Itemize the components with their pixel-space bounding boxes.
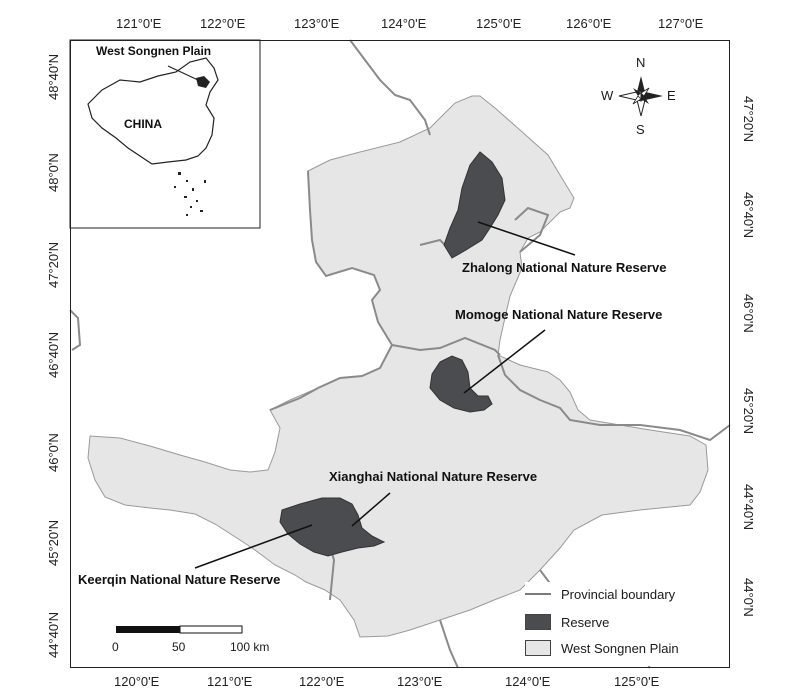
- right-tick: 46°0'N: [741, 294, 756, 333]
- scale-bar-white-segment: [179, 625, 243, 634]
- inset-study-area: [196, 76, 210, 88]
- top-tick: 124°0'E: [381, 16, 427, 31]
- bottom-tick: 125°0'E: [614, 674, 660, 689]
- top-tick: 126°0'E: [566, 16, 612, 31]
- bottom-tick: 120°0'E: [114, 674, 160, 689]
- right-tick: 44°0'N: [741, 578, 756, 617]
- compass-south-label: S: [636, 122, 645, 137]
- scale-label-0: 0: [112, 640, 119, 654]
- legend-item-plain: West Songnen Plain: [525, 638, 679, 658]
- map-frame: [70, 40, 730, 668]
- compass-west-label: W: [601, 88, 614, 103]
- reserve-swatch: [525, 614, 551, 630]
- left-tick: 48°40'N: [46, 54, 61, 100]
- boundary-swatch: [525, 593, 551, 595]
- map-legend: Provincial boundary Reserve West Songnen…: [525, 582, 727, 666]
- inset-pointer-line: [167, 65, 199, 81]
- plain-swatch: [525, 640, 551, 656]
- legend-item-boundary: Provincial boundary: [525, 584, 675, 604]
- zhalong-reserve-area: [443, 151, 506, 259]
- compass-rose: [618, 76, 663, 117]
- top-tick: 125°0'E: [476, 16, 522, 31]
- bottom-tick: 121°0'E: [207, 674, 253, 689]
- left-tick: 48°0'N: [46, 153, 61, 192]
- bottom-tick: 122°0'E: [299, 674, 345, 689]
- right-tick: 46°40'N: [741, 192, 756, 238]
- top-tick: 123°0'E: [294, 16, 340, 31]
- legend-boundary-label: Provincial boundary: [561, 586, 676, 602]
- bottom-tick: 123°0'E: [397, 674, 443, 689]
- xianghai-keerqin-reserve-area: [279, 497, 386, 557]
- left-tick: 46°40'N: [46, 332, 61, 378]
- keerqin-reserve-label: Keerqin National Nature Reserve: [78, 572, 281, 587]
- inset-place-label: West Songnen Plain: [96, 44, 212, 58]
- china-islands: [174, 172, 206, 216]
- scale-label-100: 100 km: [230, 640, 270, 654]
- left-tick: 47°20'N: [46, 242, 61, 288]
- top-tick: 122°0'E: [200, 16, 246, 31]
- leader-lines: [194, 221, 576, 569]
- momoge-reserve-area: [429, 355, 493, 413]
- left-tick: 44°40'N: [46, 612, 61, 658]
- compass-north-label: N: [636, 55, 646, 70]
- inset-country-label: CHINA: [124, 117, 162, 131]
- top-tick: 121°0'E: [116, 16, 162, 31]
- top-tick: 127°0'E: [658, 16, 704, 31]
- xianghai-reserve-label: Xianghai National Nature Reserve: [329, 469, 538, 484]
- left-tick: 46°0'N: [46, 433, 61, 472]
- china-outline: [87, 57, 219, 165]
- right-tick: 44°40'N: [741, 484, 756, 530]
- legend-plain-label: West Songnen Plain: [561, 640, 679, 656]
- scale-label-50: 50: [172, 640, 186, 654]
- right-tick: 45°20'N: [741, 388, 756, 434]
- bottom-tick: 124°0'E: [505, 674, 551, 689]
- legend-item-reserve: Reserve: [525, 612, 609, 632]
- right-tick: 47°20'N: [741, 96, 756, 142]
- zhalong-reserve-label: Zhalong National Nature Reserve: [462, 260, 667, 275]
- momoge-reserve-label: Momoge National Nature Reserve: [455, 307, 663, 322]
- scale-bar-black-segment: [116, 626, 180, 633]
- compass-east-label: E: [667, 88, 676, 103]
- left-tick: 45°20'N: [46, 520, 61, 566]
- legend-reserve-label: Reserve: [561, 614, 610, 630]
